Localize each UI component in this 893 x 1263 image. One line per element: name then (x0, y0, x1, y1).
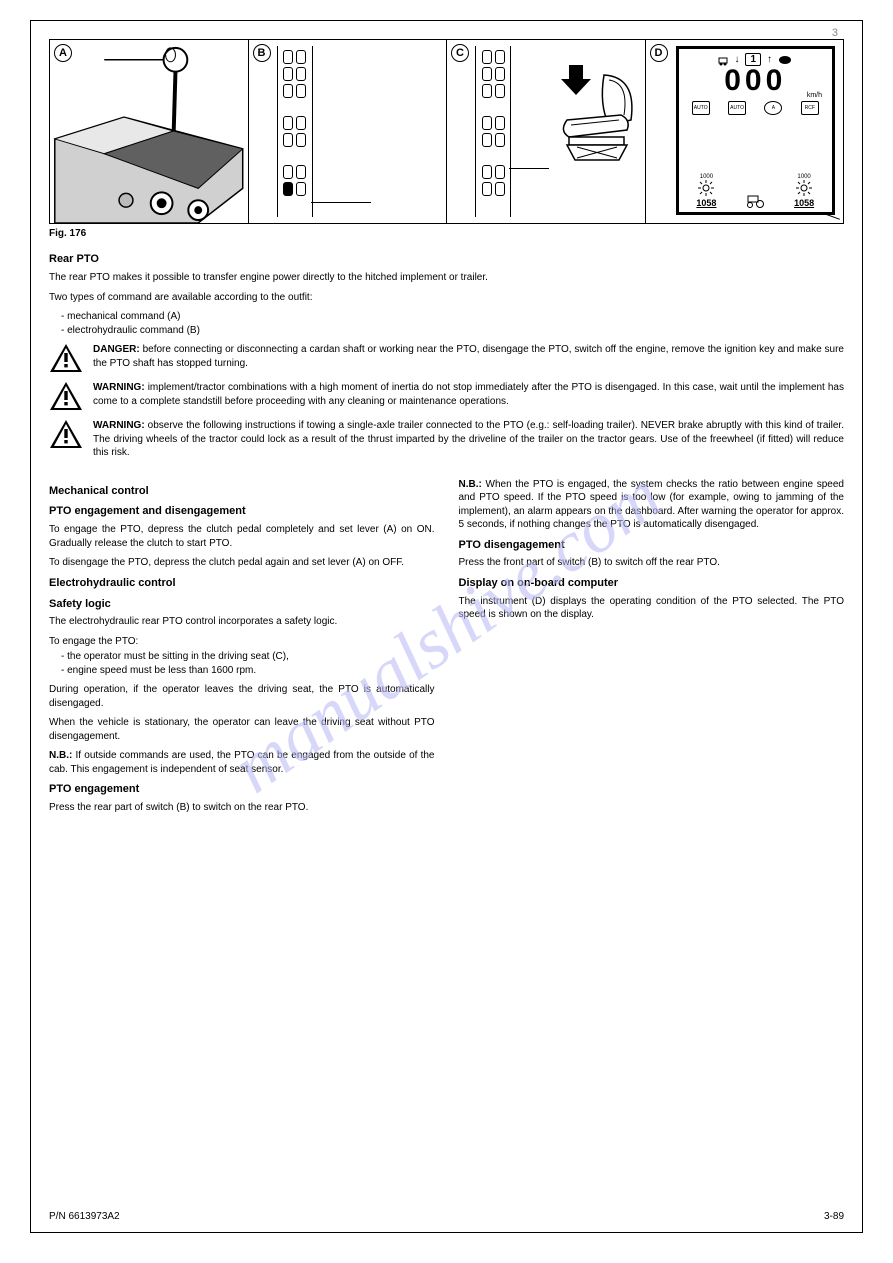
pto-value-right: 1058 (794, 198, 814, 208)
intro-li1: - mechanical command (A) (49, 310, 844, 324)
lever-drawing (50, 40, 248, 223)
turtle-icon (778, 55, 792, 65)
speed-unit: km/h (683, 92, 829, 99)
safety-li-a: - the operator must be sitting in the dr… (49, 650, 435, 664)
pto-sun-icon (698, 180, 714, 196)
rear-pto-readout: 1000 1058 (794, 174, 814, 208)
safety-heading: Safety logic (49, 597, 435, 612)
footer-code: P/N 6613973A2 (49, 1211, 120, 1222)
safety-p2: To engage the PTO: (49, 635, 435, 649)
intro-p1: The rear PTO makes it possible to transf… (49, 271, 844, 285)
warning-triangle-icon (49, 343, 83, 373)
button-column-c (475, 46, 511, 217)
figure-caption: Fig. 176 (49, 228, 844, 239)
left-column: Mechanical control PTO engagement and di… (49, 478, 435, 821)
pto-on-text: Press the rear part of switch (B) to swi… (49, 801, 435, 815)
electro-heading: Electrohydraulic control (49, 576, 435, 591)
right-column: N.B.: When the PTO is engaged, the syste… (459, 478, 845, 821)
ratio-note: N.B.: When the PTO is engaged, the syste… (459, 478, 845, 532)
pto-engagement-heading: PTO engagement (49, 782, 435, 797)
screen-bottom-row: 1000 1058 1000 1058 (683, 119, 829, 208)
warning-inertia-text: WARNING: implement/tractor combinations … (93, 381, 844, 408)
panel-label-a: A (54, 44, 72, 62)
dashboard-screen: ↓ 1 ↑ 000 km/h AUTO AUTO A RCF 1000 (676, 46, 836, 215)
intro-li2: - electrohydraulic command (B) (49, 324, 844, 338)
warning-inertia: WARNING: implement/tractor combinations … (49, 381, 844, 411)
disengage-text: To disengage the PTO, depress the clutch… (49, 556, 435, 570)
safety-li-b: - engine speed must be less than 1600 rp… (49, 664, 435, 678)
figure-panel-c: C (447, 40, 646, 223)
tractor-center-icon (744, 194, 766, 208)
panel-label-b: B (253, 44, 271, 62)
figure-panel-a: A (50, 40, 249, 223)
warning-danger: DANGER: before connecting or disconnecti… (49, 343, 844, 373)
safety-p3: During operation, if the operator leaves… (49, 683, 435, 710)
auto-icon-1: AUTO (692, 101, 710, 115)
warning-trailer: WARNING: observe the following instructi… (49, 419, 844, 460)
warning-triangle-icon (49, 381, 83, 411)
front-pto-readout: 1000 1058 (696, 174, 716, 208)
screen-mode-icons: AUTO AUTO A RCF (683, 101, 829, 115)
figure-panel-d: D ↓ 1 ↑ 000 km/h AUTO AUTO A RCF (646, 40, 844, 223)
safety-p1: The electrohydraulic rear PTO control in… (49, 615, 435, 629)
panel-label-d: D (650, 44, 668, 62)
auto-icon-2: AUTO (728, 101, 746, 115)
warning-triangle-icon (49, 419, 83, 449)
page-frame: 3 A (30, 20, 863, 1233)
seat-drawing (549, 60, 639, 170)
warning-trailer-text: WARNING: observe the following instructi… (93, 419, 844, 460)
chapter-number: 3 (832, 27, 838, 39)
mode-a-icon: A (764, 101, 782, 115)
button-column-b (277, 46, 313, 217)
panel-label-c: C (451, 44, 469, 62)
pto-value-left: 1058 (696, 198, 716, 208)
rear-pto-heading: Rear PTO (49, 253, 844, 265)
safety-p4: When the vehicle is stationary, the oper… (49, 716, 435, 743)
rcf-icon: RCF (801, 101, 819, 115)
display-heading: Display on on-board computer (459, 576, 845, 591)
mech-control-heading: Mechanical control (49, 484, 435, 499)
intro-p2: Two types of command are available accor… (49, 291, 844, 305)
page-footer: P/N 6613973A2 3-89 (49, 1205, 844, 1222)
figure-panel-b: B (249, 40, 448, 223)
callout-line-b (311, 202, 371, 203)
callout-line-c (509, 168, 549, 169)
pto-off-text: Press the front part of switch (B) to sw… (459, 556, 845, 570)
figure-176: A (49, 39, 844, 224)
engage-disengage-heading: PTO engagement and disengagement (49, 504, 435, 519)
pto-disengagement-heading: PTO disengagement (459, 538, 845, 553)
footer-page: 3-89 (824, 1211, 844, 1222)
pto-sun-icon-r (796, 180, 812, 196)
two-column-body: Mechanical control PTO engagement and di… (49, 478, 844, 821)
outside-note: N.B.: If outside commands are used, the … (49, 749, 435, 776)
engage-text: To engage the PTO, depress the clutch pe… (49, 523, 435, 550)
warning-danger-text: DANGER: before connecting or disconnecti… (93, 343, 844, 370)
display-text: The instrument (D) displays the operatin… (459, 595, 845, 622)
